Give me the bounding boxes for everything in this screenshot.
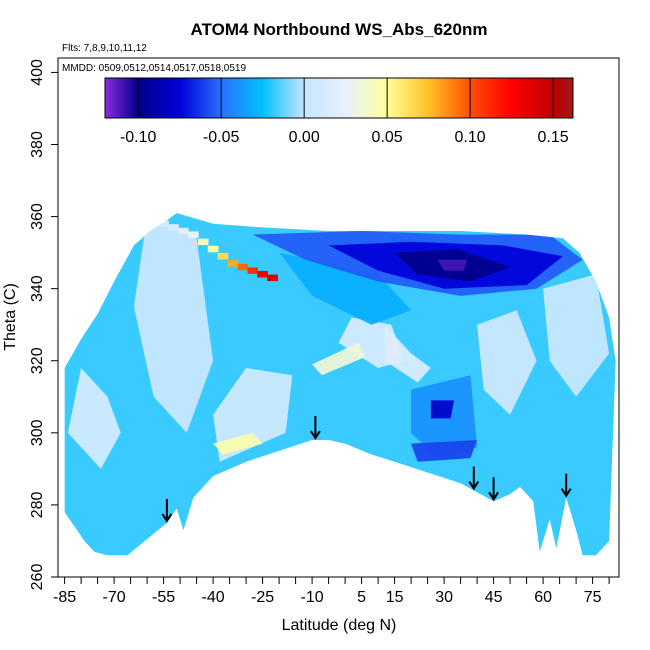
hot-streak-cell-10 bbox=[257, 271, 268, 278]
arrow-marker-3 bbox=[488, 477, 499, 502]
hot-streak-cell-7 bbox=[227, 260, 239, 267]
plot-frame bbox=[57, 57, 620, 578]
x-axis-label: Latitude (deg N) bbox=[282, 617, 397, 634]
y-tick-label-7: 400 bbox=[29, 59, 46, 86]
x-tick-label-2: -55 bbox=[152, 589, 175, 606]
field-region-6 bbox=[477, 310, 537, 415]
y-tick-label-3: 320 bbox=[29, 347, 46, 374]
hot-streak-cell-3 bbox=[188, 231, 199, 238]
x-tick-label-8: 30 bbox=[435, 589, 453, 606]
hot-streak-cell-1 bbox=[168, 224, 179, 231]
x-tick-label-4: -25 bbox=[251, 589, 274, 606]
hot-streak-cell-2 bbox=[178, 227, 189, 235]
field-region-17 bbox=[312, 342, 365, 376]
chart-title: ATOM4 Northbound WS_Abs_620nm bbox=[191, 20, 488, 39]
hot-streak-cell-8 bbox=[237, 263, 249, 271]
x-tick-label-11: 75 bbox=[584, 589, 602, 606]
y-tick-label-1: 280 bbox=[29, 491, 46, 518]
y-tick-label-0: 260 bbox=[29, 564, 46, 591]
colorbar-tick-label-3: 0.05 bbox=[372, 129, 403, 146]
arrow-marker-0 bbox=[161, 498, 173, 523]
hot-streak-cell-4 bbox=[197, 238, 209, 246]
colorbar-tick-label-1: -0.05 bbox=[203, 129, 240, 146]
colorbar-tick-label-2: 0.00 bbox=[289, 129, 320, 146]
y-tick-label-6: 380 bbox=[29, 131, 46, 158]
x-tick-label-1: -70 bbox=[103, 589, 126, 606]
field-region-14 bbox=[430, 400, 454, 419]
x-axis: -85 -70 -55 -40 -25 -10 5 15 30 45 60 75 bbox=[53, 577, 610, 606]
x-tick-label-6: 5 bbox=[357, 589, 366, 606]
x-tick-label-10: 60 bbox=[534, 589, 552, 606]
field-layer bbox=[64, 213, 616, 556]
dates-annotation: MMDD: 0509,0512,0514,0517,0518,0519 bbox=[62, 63, 246, 74]
arrow-marker-2 bbox=[468, 466, 480, 491]
field-region-1 bbox=[133, 216, 214, 433]
arrow-marker-1 bbox=[310, 416, 321, 440]
colorbar: -0.10 -0.05 0.00 0.05 0.10 0.15 bbox=[104, 77, 574, 146]
hot-streak-cell-11 bbox=[267, 274, 278, 282]
field-region-7 bbox=[543, 274, 610, 397]
hot-streak-cell-9 bbox=[247, 267, 258, 274]
x-tick-label-7: 15 bbox=[386, 589, 404, 606]
field-region-16 bbox=[213, 432, 263, 455]
field-region-13 bbox=[437, 259, 468, 271]
colorbar-gradient bbox=[105, 78, 573, 118]
x-tick-label-3: -40 bbox=[202, 589, 225, 606]
colorbar-tick-label-4: 0.10 bbox=[455, 129, 486, 146]
x-tick-label-0: -85 bbox=[53, 589, 76, 606]
field-region-2 bbox=[67, 368, 121, 469]
y-axis-label: Theta (C) bbox=[2, 283, 19, 351]
x-tick-label-9: 45 bbox=[485, 589, 503, 606]
arrow-layer bbox=[161, 416, 572, 523]
x-tick-label-5: -10 bbox=[301, 589, 324, 606]
hot-streak-layer bbox=[158, 220, 278, 282]
y-tick-label-2: 300 bbox=[29, 419, 46, 446]
colorbar-border bbox=[104, 77, 574, 119]
hot-streak-cell-0 bbox=[158, 220, 169, 227]
field-region-4 bbox=[384, 324, 431, 383]
hot-streak-cell-5 bbox=[207, 245, 219, 253]
y-axis: 260 280 300 320 340 360 380 400 bbox=[29, 59, 58, 590]
colorbar-tick-label-0: -0.10 bbox=[120, 129, 157, 146]
y-tick-label-5: 360 bbox=[29, 203, 46, 230]
hot-streak-cell-6 bbox=[217, 253, 229, 260]
colorbar-tick-label-5: 0.15 bbox=[538, 129, 569, 146]
flights-annotation: Flts: 7,8,9,10,11,12 bbox=[62, 43, 147, 54]
field-region-8 bbox=[279, 252, 412, 325]
field-region-15 bbox=[411, 440, 478, 462]
arrow-marker-4 bbox=[560, 473, 572, 498]
y-tick-label-4: 340 bbox=[29, 275, 46, 302]
